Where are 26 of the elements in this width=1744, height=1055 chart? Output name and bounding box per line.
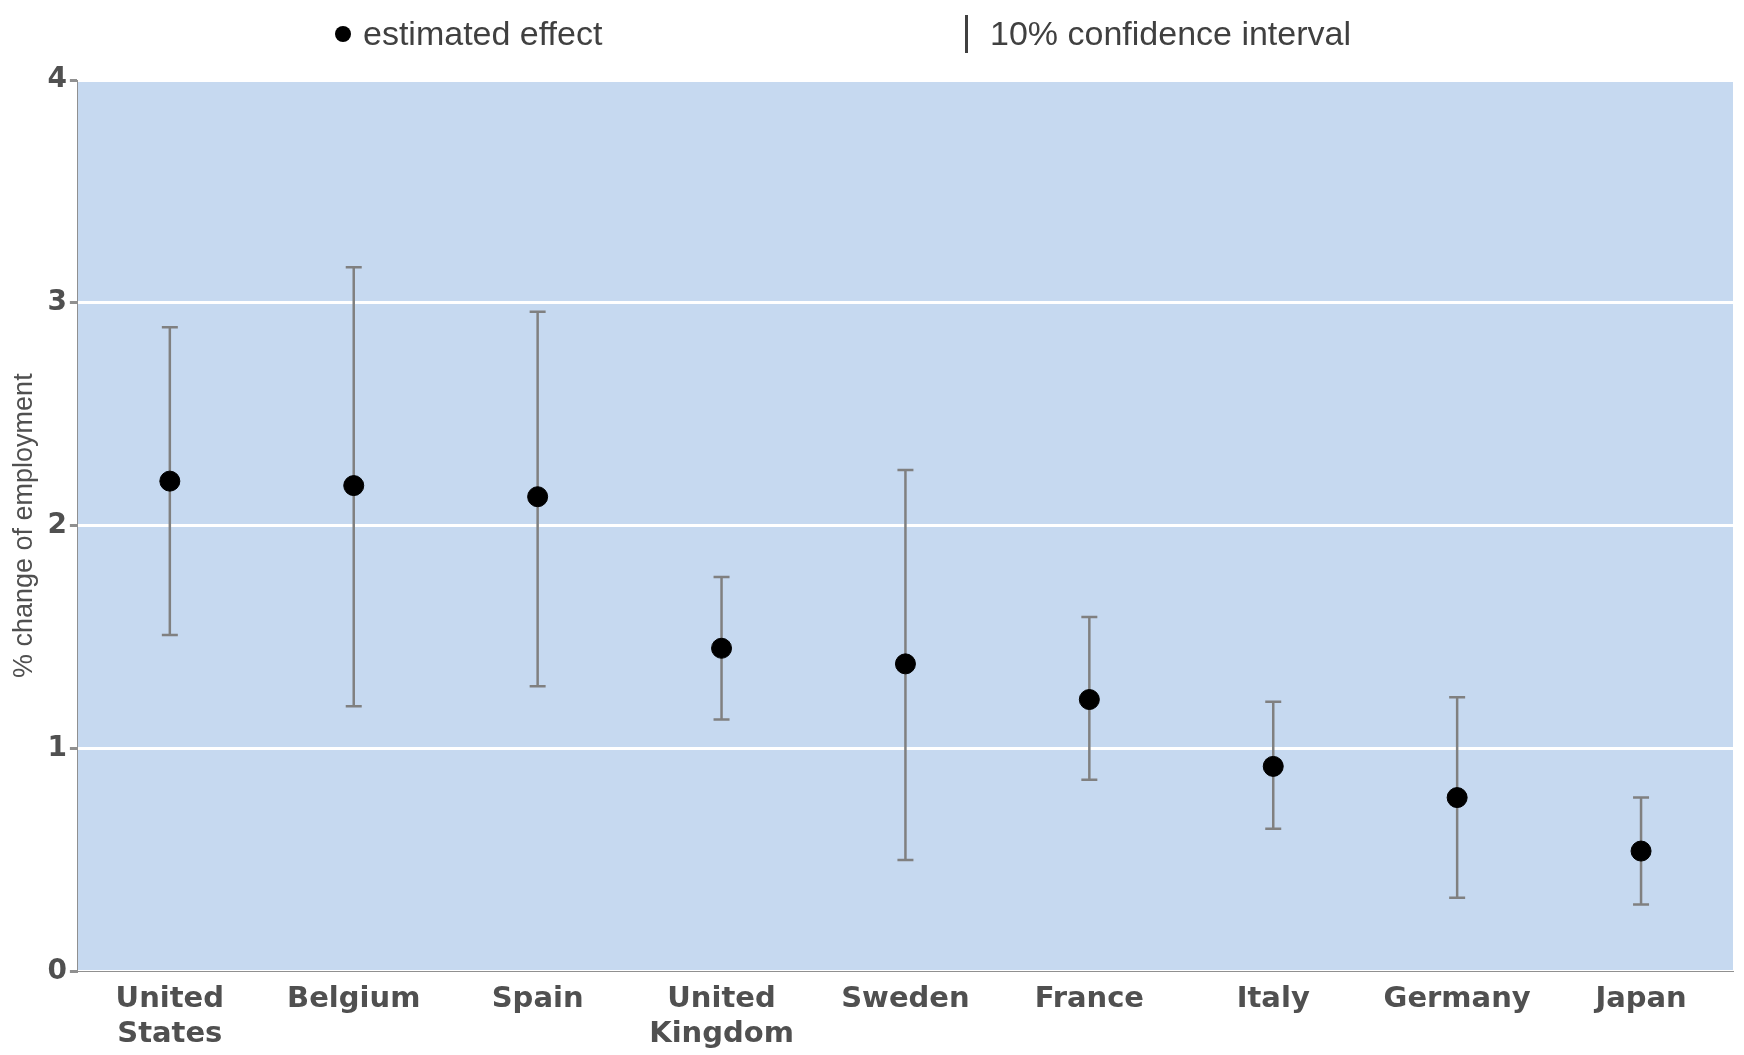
point — [159, 470, 181, 492]
x-tick-label: France — [1034, 980, 1145, 1015]
point — [527, 486, 549, 508]
x-tick-label: Italy — [1236, 980, 1310, 1015]
x-tick-label: United Kingdom — [649, 980, 794, 1050]
point — [1262, 755, 1284, 777]
y-tick-label: 3 — [47, 284, 67, 318]
point — [894, 653, 916, 675]
x-tick-label: Sweden — [841, 980, 970, 1015]
legend-label: estimated effect — [363, 14, 603, 53]
text: 10% confidence interval — [990, 14, 1352, 53]
point — [1078, 689, 1100, 711]
x-tick-label: Germany — [1383, 980, 1531, 1015]
point — [1630, 840, 1652, 862]
point — [1446, 787, 1468, 809]
y-tick-label: 0 — [47, 952, 67, 986]
point — [343, 475, 365, 497]
x-tick-label: United States — [115, 980, 225, 1050]
y-axis-title: % change of employment — [7, 372, 38, 679]
y-tick-label: 4 — [47, 61, 67, 95]
point — [711, 637, 733, 659]
x-tick-label: Belgium — [287, 980, 421, 1015]
x-tick-label: Spain — [491, 980, 584, 1015]
y-tick-label: 2 — [47, 506, 67, 540]
y-tick-label: 1 — [47, 729, 67, 763]
x-tick-label: Japan — [1593, 980, 1687, 1015]
